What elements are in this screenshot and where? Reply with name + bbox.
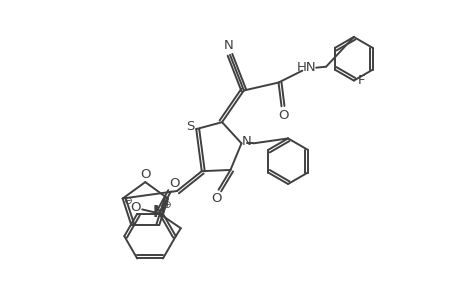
Text: O: O [130, 201, 140, 214]
Text: HN: HN [296, 61, 315, 74]
Text: ⊕: ⊕ [161, 200, 170, 210]
Text: F: F [357, 74, 365, 87]
Text: O: O [211, 192, 221, 205]
Text: S: S [186, 120, 194, 133]
Text: N: N [224, 39, 233, 52]
Text: O: O [278, 109, 288, 122]
Text: N: N [152, 205, 165, 220]
Text: O: O [169, 177, 180, 190]
Text: N: N [241, 135, 251, 148]
Text: ⊖: ⊖ [123, 196, 131, 206]
Text: O: O [140, 168, 150, 181]
